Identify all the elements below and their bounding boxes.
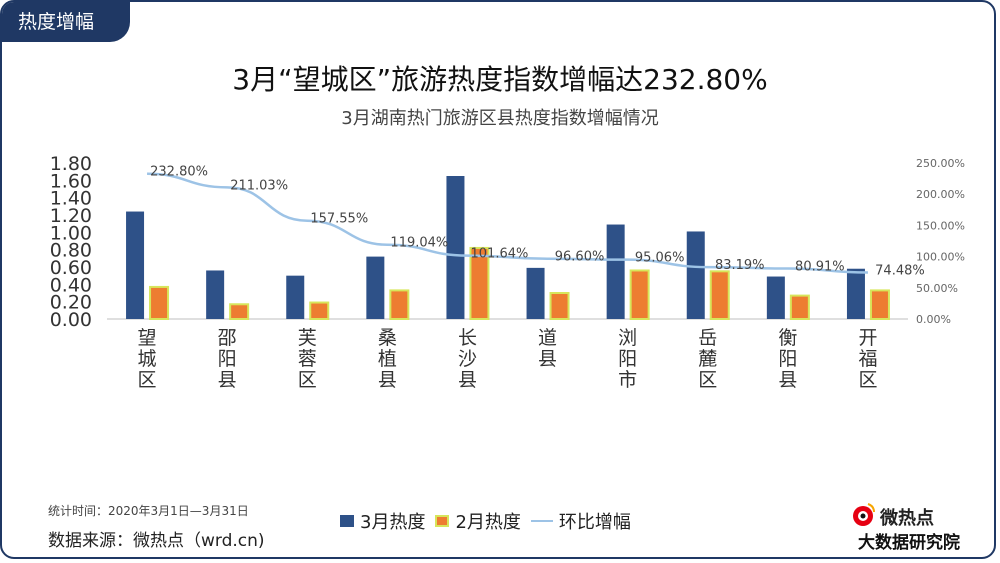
- section-tag: 热度增幅: [2, 2, 130, 42]
- legend-swatch-march: [340, 515, 354, 527]
- chart-title: 3月“望城区”旅游热度指数增幅达232.80%: [232, 63, 768, 96]
- bar-march: [366, 256, 385, 319]
- x-tick-label: 芙: [298, 327, 317, 349]
- bar-february: [229, 303, 250, 320]
- x-tick-label: 邵: [218, 327, 237, 349]
- growth-data-label: 211.03%: [230, 178, 288, 193]
- x-tick-label: 道: [538, 327, 557, 349]
- y-left-tick-label: 1.00: [50, 222, 92, 244]
- x-tick-label: 县: [458, 369, 477, 391]
- growth-data-label: 74.48%: [875, 264, 925, 279]
- y-left-tick-label: 0.80: [50, 240, 92, 262]
- y-left-tick-label: 1.20: [50, 205, 92, 227]
- growth-data-label: 232.80%: [150, 165, 208, 180]
- bar-march: [206, 270, 225, 319]
- growth-data-label: 157.55%: [310, 212, 368, 227]
- x-tick-label: 长: [458, 327, 477, 349]
- x-tick-label: 沙: [458, 348, 477, 370]
- y-left-tick-label: 1.40: [50, 188, 92, 210]
- y-left-tick-label: 0.00: [50, 309, 92, 331]
- legend-item-march: 3月热度: [340, 508, 425, 534]
- legend-swatch-growth: [530, 520, 553, 522]
- x-tick-label: 阳: [218, 348, 237, 370]
- y-right-tick-label: 150.00%: [916, 219, 965, 232]
- legend: 3月热度 2月热度 环比增幅: [340, 508, 641, 534]
- brand-logo: 微热点 大数据研究院: [850, 500, 980, 553]
- y-right-tick-label: 200.00%: [916, 188, 965, 201]
- bar-march: [686, 231, 705, 319]
- logo-text-bottom: 大数据研究院: [858, 533, 960, 553]
- bar-february: [549, 292, 570, 320]
- x-tick-label: 县: [378, 369, 397, 391]
- y-left-tick-label: 0.20: [50, 292, 92, 314]
- bar-february: [709, 270, 730, 321]
- chart-subtitle: 3月湖南热门旅游区县热度指数增幅情况: [341, 108, 659, 129]
- y-left-tick-label: 1.80: [50, 153, 92, 175]
- x-tick-label: 县: [538, 348, 557, 370]
- y-right-tick-label: 250.00%: [916, 157, 965, 170]
- x-tick-label: 县: [778, 369, 797, 391]
- legend-label-february: 2月热度: [455, 512, 521, 533]
- x-tick-label: 植: [378, 348, 397, 370]
- legend-item-february: 2月热度: [435, 508, 521, 534]
- x-tick-label: 市: [618, 369, 637, 391]
- x-tick-label: 桑: [378, 327, 397, 349]
- legend-swatch-february: [435, 515, 450, 527]
- growth-data-label: 101.64%: [471, 247, 529, 262]
- legend-label-march: 3月热度: [360, 512, 426, 533]
- bar-march: [526, 267, 545, 319]
- x-tick-label: 蓉: [298, 348, 317, 370]
- x-tick-label: 区: [858, 369, 877, 391]
- x-tick-label: 城: [138, 348, 157, 370]
- growth-data-label: 80.91%: [795, 260, 845, 275]
- y-left-tick-label: 1.60: [50, 170, 92, 192]
- y-right-tick-label: 100.00%: [916, 251, 965, 264]
- data-source: 数据来源：微热点（wrd.cn): [48, 531, 265, 551]
- bar-february: [309, 301, 330, 320]
- x-tick-label: 望: [138, 327, 157, 349]
- bar-march: [606, 224, 625, 319]
- y-right-tick-label: 50.00%: [916, 282, 958, 295]
- x-tick-label: 开: [858, 327, 877, 349]
- x-tick-label: 区: [298, 369, 317, 391]
- growth-data-label: 83.19%: [715, 258, 765, 273]
- x-tick-label: 岳: [698, 327, 717, 349]
- bar-february: [869, 289, 890, 320]
- y-left-tick-label: 0.40: [50, 274, 92, 296]
- growth-line: [147, 172, 868, 274]
- bar-february: [789, 294, 810, 321]
- y-right-tick-label: 0.00%: [916, 313, 951, 326]
- bar-february: [389, 289, 410, 320]
- growth-data-label: 119.04%: [390, 236, 448, 251]
- bar-march: [446, 176, 465, 319]
- bar-march: [846, 268, 865, 319]
- bar-february: [469, 246, 490, 320]
- weibo-eye-icon: [853, 503, 875, 526]
- legend-label-growth: 环比增幅: [558, 512, 631, 533]
- stat-period: 统计时间：2020年3月1日—3月31日: [48, 504, 249, 518]
- growth-data-label: 96.60%: [555, 250, 605, 265]
- x-tick-label: 县: [218, 369, 237, 391]
- x-tick-label: 阳: [778, 348, 797, 370]
- bar-february: [629, 269, 650, 321]
- bar-march: [126, 211, 145, 319]
- x-tick-label: 区: [138, 369, 157, 391]
- legend-item-growth: 环比增幅: [530, 508, 631, 534]
- x-tick-label: 福: [858, 348, 877, 370]
- x-tick-label: 区: [698, 369, 717, 391]
- bar-march: [286, 275, 305, 319]
- bar-march: [766, 276, 785, 319]
- x-tick-label: 阳: [618, 348, 637, 370]
- growth-data-label: 95.06%: [635, 251, 685, 266]
- x-tick-label: 麓: [698, 348, 717, 370]
- x-tick-label: 衡: [778, 327, 797, 349]
- bar-february: [149, 285, 170, 320]
- logo-text-top: 微热点: [880, 508, 934, 529]
- y-left-tick-label: 0.60: [50, 257, 92, 279]
- x-tick-label: 浏: [618, 327, 637, 349]
